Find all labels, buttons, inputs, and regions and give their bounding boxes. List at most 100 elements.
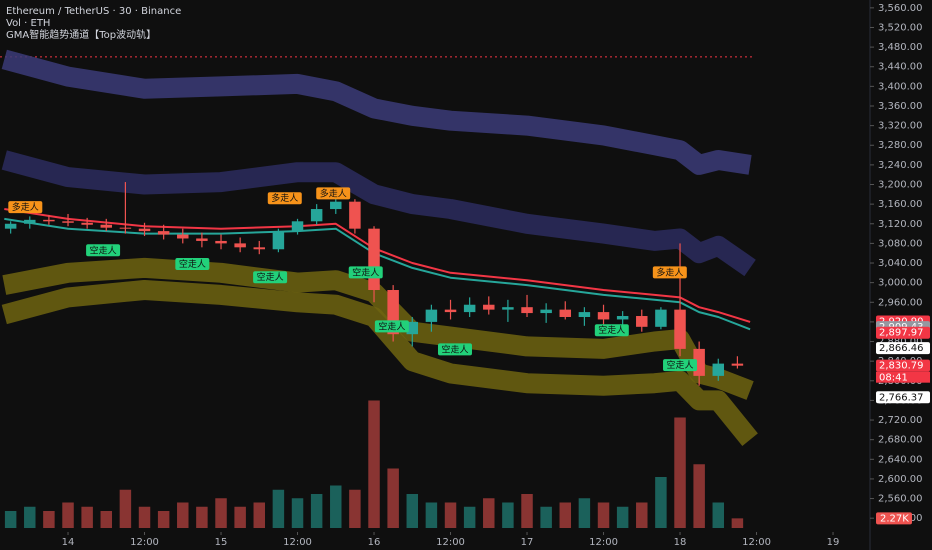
- volume-bar: [157, 511, 170, 528]
- volume-bar: [636, 502, 648, 528]
- volume-bar: [234, 506, 246, 528]
- volume-bar: [655, 477, 667, 528]
- volume-bar: [483, 498, 495, 528]
- annotation-box: [175, 258, 210, 270]
- price-label-box: [876, 326, 930, 339]
- volume-bar: [578, 498, 591, 528]
- countdown: 08:41: [879, 373, 908, 384]
- annotation-label: 空走人: [441, 343, 468, 355]
- candle-body: [483, 304, 495, 310]
- volume-label-box: [876, 512, 912, 525]
- volume-bar: [693, 464, 705, 528]
- y-tick-label: 2,880.00: [878, 337, 923, 348]
- annotation-box: [374, 320, 409, 333]
- annotation-label: 空走人: [90, 244, 117, 256]
- x-tick-label: 14: [62, 537, 75, 548]
- volume-bar: [119, 489, 132, 528]
- y-tick-label: 2,720.00: [878, 415, 923, 426]
- annotation-box: [348, 266, 383, 279]
- candle-body: [578, 312, 591, 317]
- x-tick-label: 15: [215, 537, 228, 548]
- candle-body: [425, 309, 438, 322]
- volume-bar: [368, 400, 380, 528]
- price-label-box: [876, 342, 930, 355]
- volume-bar: [291, 498, 304, 528]
- annotation-label: 空走人: [257, 271, 284, 283]
- volume-bar: [62, 502, 74, 528]
- volume-bar: [43, 511, 55, 528]
- candle-body: [674, 309, 686, 349]
- candle-body: [406, 321, 419, 335]
- trend-line: [4, 208, 751, 323]
- volume-bar: [330, 485, 342, 528]
- y-tick-label: 2,680.00: [878, 435, 923, 446]
- candle-body: [368, 228, 380, 291]
- price-label: 2,866.46: [879, 343, 924, 354]
- candle-body: [157, 231, 170, 235]
- candle-body: [234, 243, 246, 248]
- annotation-box: [663, 359, 698, 372]
- y-tick-label: 2,600.00: [878, 474, 923, 485]
- price-label: 2,766.37: [879, 392, 924, 403]
- volume-bar: [177, 502, 189, 528]
- candle-body: [177, 234, 189, 239]
- candle-body: [81, 222, 93, 225]
- volume-bar: [215, 498, 227, 528]
- candle-body: [253, 247, 266, 250]
- volume-bar: [712, 502, 725, 528]
- x-tick-label: 12:00: [742, 537, 771, 548]
- volume-bar: [463, 506, 476, 528]
- annotation-label: 多走人: [320, 187, 347, 199]
- candle-body: [349, 201, 361, 229]
- candle-body: [616, 316, 629, 320]
- x-tick-label: 12:00: [436, 537, 465, 548]
- y-tick-label: 3,520.00: [878, 22, 923, 33]
- candle-body: [655, 309, 667, 327]
- candle-body: [559, 309, 572, 317]
- band: [1, 49, 752, 175]
- volume-bar: [406, 494, 419, 528]
- price-label-box: [876, 391, 930, 404]
- annotation-box: [253, 271, 288, 284]
- annotation-box: [652, 266, 687, 279]
- volume-bar: [731, 518, 744, 528]
- y-tick-label: 3,240.00: [878, 160, 923, 171]
- annotation-box: [86, 244, 121, 257]
- candle-body: [731, 363, 744, 366]
- annotation-label: 空走人: [179, 258, 206, 270]
- y-tick-label: 3,000.00: [878, 278, 923, 289]
- x-tick-label: 12:00: [283, 537, 312, 548]
- volume-bar: [425, 502, 438, 528]
- y-tick-label: 3,400.00: [878, 81, 923, 92]
- annotation-label: 空走人: [378, 320, 405, 332]
- y-tick-label: 3,280.00: [878, 140, 923, 151]
- candle-body: [540, 309, 552, 314]
- volume-bar: [674, 417, 686, 528]
- volume-bar: [310, 494, 323, 528]
- volume-bar: [272, 489, 285, 528]
- price-label-box: [876, 359, 930, 372]
- chart-title: Ethereum / TetherUS · 30 · Binance: [6, 6, 181, 17]
- annotation-label: 多走人: [12, 201, 39, 213]
- candle-body: [62, 221, 74, 223]
- y-tick-label: 3,120.00: [878, 219, 923, 230]
- x-tick-label: 19: [827, 537, 840, 548]
- volume-bar: [253, 502, 266, 528]
- y-tick-label: 3,440.00: [878, 62, 923, 73]
- band: [1, 280, 758, 446]
- volume-title: Vol · ETH: [6, 18, 50, 29]
- y-tick-label: 3,040.00: [878, 258, 923, 269]
- volume-bar: [138, 506, 151, 528]
- candle-body: [4, 223, 17, 229]
- x-tick-label: 12:00: [589, 537, 618, 548]
- candle-body: [387, 290, 399, 335]
- candle-body: [291, 221, 304, 232]
- candle-body: [138, 228, 151, 232]
- x-tick-label: 18: [674, 537, 687, 548]
- y-tick-label: 2,960.00: [878, 297, 923, 308]
- volume-bar: [81, 506, 93, 528]
- y-tick-label: 2,640.00: [878, 454, 923, 465]
- price-label: 2,897.97: [879, 328, 924, 339]
- volume-bar: [4, 511, 17, 528]
